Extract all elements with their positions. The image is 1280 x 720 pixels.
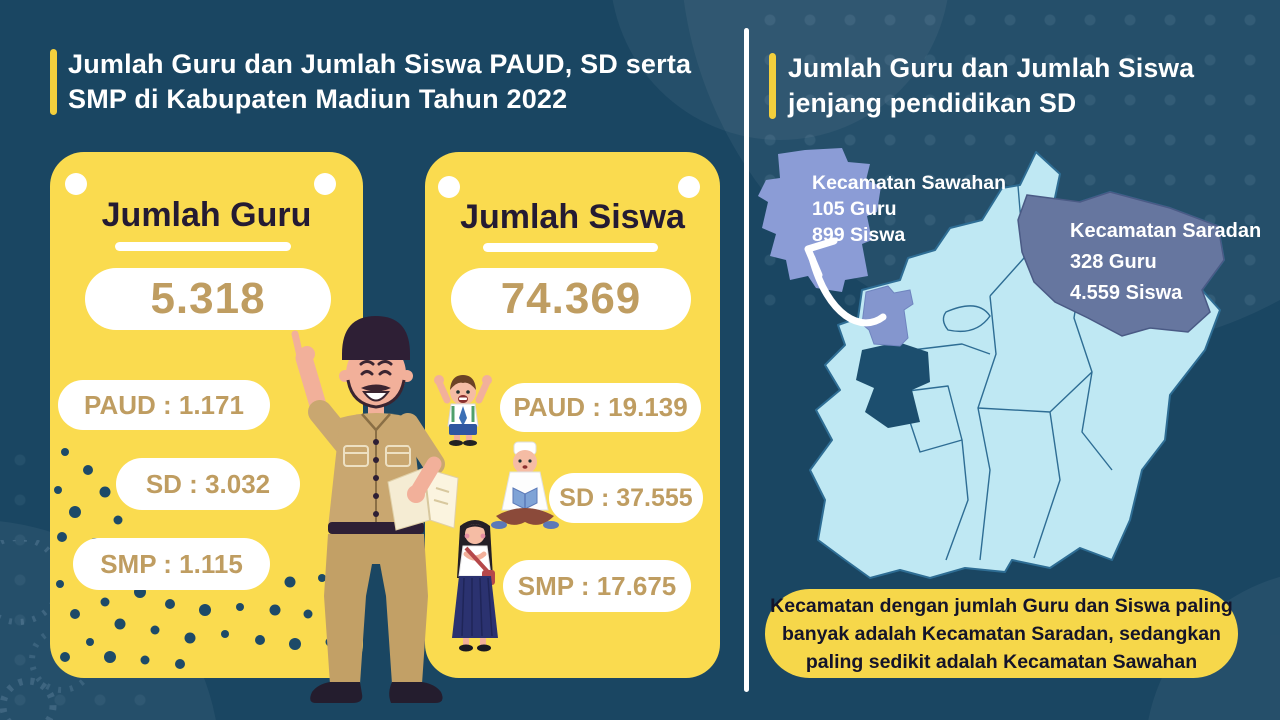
cheering-boy-illustration [434,375,492,446]
saradan-guru: 328 Guru [1070,251,1157,273]
kota-madiun-cutout [856,342,930,428]
sawahan-name: Kecamatan Sawahan [812,172,1007,194]
teacher-illustration [291,316,459,703]
card-corner-dot [314,173,336,195]
right-title-accent-bar [769,53,776,119]
saradan-region [1017,191,1225,337]
right-title-line1: Jumlah Guru dan Jumlah Siswa [788,53,1195,83]
left-title-line2: SMP di Kabupaten Madiun Tahun 2022 [68,84,568,114]
sawahan-guru: 105 Guru [812,198,897,220]
guru-paud-pill: PAUD : 1.171 [58,380,270,430]
right-panel-title: Jumlah Guru dan Jumlah Siswa jenjang pen… [788,51,1258,121]
left-title-accent-bar [50,49,57,115]
guru-card-title: Jumlah Guru [101,196,312,234]
siswa-total-pill: 74.369 [451,268,691,330]
sawahan-enlarged-shape [758,148,881,292]
guru-total-pill: 5.318 [85,268,331,330]
note-line2: banyak adalah Kecamatan Saradan, sedangk… [782,622,1221,645]
siswa-smp-pill: SMP : 17.675 [503,560,691,612]
sawahan-label: Kecamatan Sawahan 105 Guru 899 Siswa [812,170,1006,248]
note-line1: Kecamatan dengan jumlah Guru dan Siswa p… [770,594,1233,617]
note-line3: paling sedikit adalah Kecamatan Sawahan [805,650,1198,673]
reading-boy-illustration [491,441,559,529]
siswa-paud-pill: PAUD : 19.139 [500,383,701,432]
arrow-head [804,237,838,279]
sawahan-district [861,285,914,347]
card-corner-dot [65,173,87,195]
guru-smp-pill: SMP : 1.115 [73,538,270,590]
left-title-line1: Jumlah Guru dan Jumlah Siswa PAUD, SD se… [68,49,692,79]
guru-title-underline [115,242,291,251]
siswa-sd-pill: SD : 37.555 [549,473,703,523]
card-corner-dot [678,176,700,198]
siswa-card-title: Jumlah Siswa [460,198,685,236]
siswa-title-underline [483,243,658,252]
left-panel-title: Jumlah Guru dan Jumlah Siswa PAUD, SD se… [68,47,718,117]
right-title-line2: jenjang pendidikan SD [788,88,1077,118]
panel-divider [744,28,749,692]
saradan-siswa: 4.559 Siswa [1070,282,1183,304]
school-girl-illustration [452,520,498,652]
sawahan-siswa: 899 Siswa [812,224,906,246]
guru-sd-pill: SD : 3.032 [116,458,300,510]
conclusion-note: Kecamatan dengan jumlah Guru dan Siswa p… [765,589,1238,678]
map-lake-pocket [942,305,991,333]
kabupaten-madiun-map [758,148,1225,579]
card-corner-dot [438,176,460,198]
saradan-label: Kecamatan Saradan 328 Guru 4.559 Siswa [1070,216,1261,309]
saradan-name: Kecamatan Saradan [1070,220,1262,242]
